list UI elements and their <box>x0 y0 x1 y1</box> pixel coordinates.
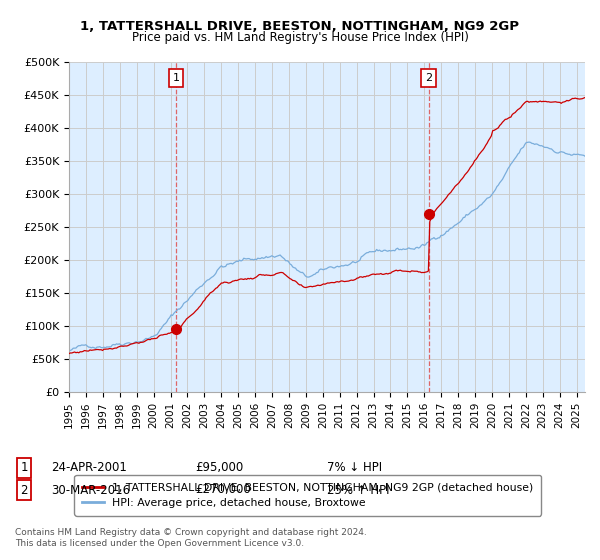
Text: 24-APR-2001: 24-APR-2001 <box>51 461 127 474</box>
Text: 25% ↑ HPI: 25% ↑ HPI <box>327 483 389 497</box>
Text: 30-MAR-2016: 30-MAR-2016 <box>51 483 130 497</box>
Text: 1, TATTERSHALL DRIVE, BEESTON, NOTTINGHAM, NG9 2GP: 1, TATTERSHALL DRIVE, BEESTON, NOTTINGHA… <box>80 20 520 32</box>
Text: 2: 2 <box>425 73 432 83</box>
Legend: 1, TATTERSHALL DRIVE, BEESTON, NOTTINGHAM, NG9 2GP (detached house), HPI: Averag: 1, TATTERSHALL DRIVE, BEESTON, NOTTINGHA… <box>74 475 541 516</box>
Text: Contains HM Land Registry data © Crown copyright and database right 2024.
This d: Contains HM Land Registry data © Crown c… <box>15 528 367 548</box>
Text: 2: 2 <box>20 483 28 497</box>
Text: 1: 1 <box>172 73 179 83</box>
Text: 1: 1 <box>20 461 28 474</box>
Text: 7% ↓ HPI: 7% ↓ HPI <box>327 461 382 474</box>
Text: £270,000: £270,000 <box>195 483 251 497</box>
Text: £95,000: £95,000 <box>195 461 243 474</box>
Text: Price paid vs. HM Land Registry's House Price Index (HPI): Price paid vs. HM Land Registry's House … <box>131 31 469 44</box>
